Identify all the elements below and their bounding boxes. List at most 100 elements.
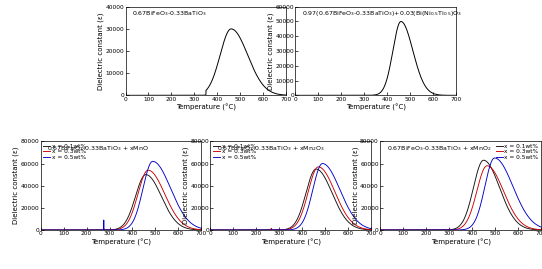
x = 0.3wt% [315, 165, 321, 168]
x = 0.3wt% [405, 228, 411, 232]
x = 0.1wt% [347, 222, 354, 226]
Line: x = 0.5wt%: x = 0.5wt% [380, 158, 541, 230]
x = 0.3wt% [368, 228, 375, 231]
x = 0.3wt% [517, 220, 524, 224]
x = 0.3wt% [365, 228, 371, 231]
Line: x = 0.3wt%: x = 0.3wt% [380, 166, 541, 230]
x = 0.5wt% [37, 228, 44, 232]
X-axis label: Temperature (°C): Temperature (°C) [346, 104, 405, 111]
x = 0.3wt% [395, 228, 402, 232]
x = 0.1wt% [313, 168, 319, 171]
x = 0.5wt% [347, 210, 354, 214]
x = 0.1wt% [438, 228, 445, 232]
x = 0.1wt% [517, 224, 524, 227]
Legend: x = 0.1wt%, x = 0.3wt%, x = 0.5wt%: x = 0.1wt%, x = 0.3wt%, x = 0.5wt% [42, 143, 87, 161]
x = 0.3wt% [195, 228, 202, 231]
Text: 0.67BiFeO$_3$-0.33BaTiO$_3$ + xMn$_2$O$_3$: 0.67BiFeO$_3$-0.33BaTiO$_3$ + xMn$_2$O$_… [217, 144, 325, 153]
X-axis label: Temperature (°C): Temperature (°C) [91, 238, 151, 246]
Text: 0.67BiFeO$_3$-0.33BaTiO$_3$: 0.67BiFeO$_3$-0.33BaTiO$_3$ [132, 9, 207, 18]
x = 0.1wt% [143, 173, 149, 176]
x = 0.3wt% [269, 228, 275, 232]
x = 0.5wt% [377, 228, 384, 232]
Line: x = 0.3wt%: x = 0.3wt% [210, 167, 371, 230]
x = 0.3wt% [65, 228, 72, 232]
x = 0.1wt% [395, 228, 402, 232]
x = 0.1wt% [65, 228, 72, 232]
X-axis label: Temperature (°C): Temperature (°C) [176, 104, 236, 111]
Y-axis label: Dielectric constant (ε): Dielectric constant (ε) [98, 12, 104, 90]
x = 0.5wt% [106, 228, 113, 232]
x = 0.3wt% [534, 228, 541, 231]
x = 0.1wt% [480, 159, 487, 162]
x = 0.5wt% [365, 226, 371, 229]
x = 0.1wt% [446, 228, 452, 231]
x = 0.5wt% [395, 228, 402, 232]
x = 0.5wt% [56, 228, 62, 232]
x = 0.3wt% [276, 228, 282, 232]
x = 0.1wt% [198, 228, 204, 232]
x = 0.5wt% [178, 208, 184, 212]
x = 0.5wt% [65, 228, 72, 232]
x = 0.1wt% [538, 228, 542, 232]
Text: 0.67BiFeO$_3$-0.33BaTiO$_3$ + xMnO: 0.67BiFeO$_3$-0.33BaTiO$_3$ + xMnO [47, 144, 149, 153]
x = 0.3wt% [377, 228, 384, 232]
x = 0.3wt% [347, 219, 354, 222]
Y-axis label: Dielectric constant (ε): Dielectric constant (ε) [267, 12, 274, 90]
Line: x = 0.3wt%: x = 0.3wt% [41, 170, 201, 230]
x = 0.5wt% [517, 202, 524, 205]
x = 0.3wt% [145, 169, 151, 172]
x = 0.5wt% [195, 226, 202, 229]
Line: x = 0.1wt%: x = 0.1wt% [41, 175, 201, 230]
Y-axis label: Dielectric constant (ε): Dielectric constant (ε) [352, 147, 359, 224]
x = 0.1wt% [368, 228, 375, 231]
x = 0.3wt% [235, 228, 242, 232]
x = 0.5wt% [198, 227, 204, 230]
x = 0.3wt% [99, 228, 106, 232]
x = 0.5wt% [99, 228, 106, 232]
x = 0.1wt% [37, 228, 44, 232]
x = 0.1wt% [405, 228, 411, 232]
Line: x = 0.1wt%: x = 0.1wt% [210, 169, 371, 230]
x = 0.3wt% [37, 228, 44, 232]
x = 0.1wt% [195, 228, 202, 231]
x = 0.1wt% [225, 228, 232, 232]
x = 0.1wt% [207, 228, 214, 232]
x = 0.5wt% [446, 228, 452, 232]
Y-axis label: Dielectric constant (ε): Dielectric constant (ε) [183, 147, 189, 224]
x = 0.1wt% [276, 228, 282, 232]
x = 0.3wt% [483, 164, 490, 167]
x = 0.3wt% [106, 228, 113, 232]
x = 0.1wt% [377, 228, 384, 232]
Line: x = 0.5wt%: x = 0.5wt% [41, 161, 201, 230]
Line: x = 0.1wt%: x = 0.1wt% [380, 160, 541, 230]
x = 0.1wt% [178, 224, 184, 227]
x = 0.3wt% [225, 228, 232, 232]
x = 0.1wt% [269, 228, 275, 232]
x = 0.5wt% [491, 156, 498, 160]
x = 0.3wt% [538, 228, 542, 231]
x = 0.5wt% [269, 228, 275, 232]
x = 0.1wt% [106, 228, 113, 232]
Line: x = 0.5wt%: x = 0.5wt% [210, 164, 371, 230]
x = 0.5wt% [368, 227, 375, 230]
x = 0.1wt% [99, 228, 106, 232]
x = 0.3wt% [198, 228, 204, 231]
x = 0.3wt% [446, 228, 452, 232]
x = 0.3wt% [207, 228, 214, 232]
x = 0.1wt% [235, 228, 242, 232]
x = 0.5wt% [276, 228, 282, 232]
x = 0.3wt% [56, 228, 62, 232]
x = 0.1wt% [56, 228, 62, 232]
X-axis label: Temperature (°C): Temperature (°C) [261, 238, 321, 246]
Text: 0.67BiFeO$_3$-0.33BaTiO$_3$ + xMnO$_2$: 0.67BiFeO$_3$-0.33BaTiO$_3$ + xMnO$_2$ [386, 144, 491, 153]
x = 0.5wt% [207, 228, 214, 232]
x = 0.3wt% [438, 228, 445, 232]
x = 0.5wt% [534, 224, 541, 227]
x = 0.3wt% [178, 220, 184, 223]
Text: 0.97(0.67BiFeO$_3$-0.33BaTiO$_3$)+0.03(Bi(Ni$_{0.5}$Ti$_{0.5}$)O$_3$: 0.97(0.67BiFeO$_3$-0.33BaTiO$_3$)+0.03(B… [302, 9, 462, 18]
x = 0.5wt% [438, 228, 445, 232]
Y-axis label: Dielectric constant (ε): Dielectric constant (ε) [12, 147, 19, 224]
x = 0.1wt% [365, 228, 371, 231]
x = 0.5wt% [319, 162, 326, 165]
Legend: x = 0.1wt%, x = 0.3wt%, x = 0.5wt%: x = 0.1wt%, x = 0.3wt%, x = 0.5wt% [212, 143, 256, 161]
